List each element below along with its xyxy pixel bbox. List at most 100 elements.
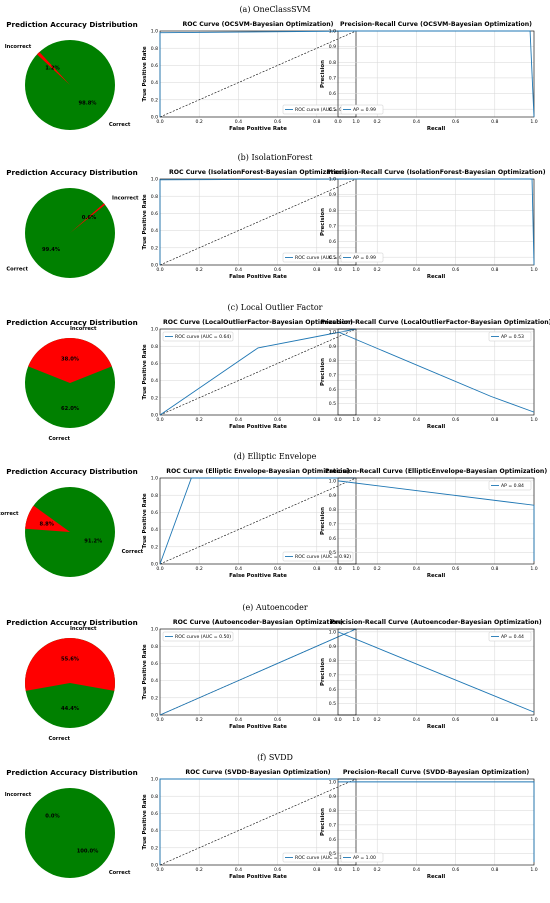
x-tick-label: 0.4 [413,717,420,723]
x-tick-label: 0.4 [413,867,420,873]
pie-correct-label: Correct [109,870,131,876]
x-tick-label: 0.6 [452,566,459,572]
x-tick-label: 0.2 [374,119,381,125]
legend-label: ROC curve (AUC = 0.99) [295,107,351,113]
pr-chart: Precision-Recall Curve (LocalOutlierFact… [320,319,550,430]
y-tick-label: 0.6 [329,387,336,393]
plot-frame [337,178,535,266]
roc-chart: ROC Curve (Elliptic Envelope-Bayesian Op… [142,468,360,579]
x-tick-label: 0.6 [452,119,459,125]
y-tick-label: 0.8 [151,493,158,499]
pie-incorrect-pct: 0.6% [82,215,97,221]
roc-curve-line [159,328,357,416]
y-tick-label: 0.8 [151,344,158,350]
y-tick-label: 0.6 [329,239,336,245]
pr-title: Precision-Recall Curve (OCSVM-Bayesian O… [340,21,532,28]
y-tick-label: 0.0 [151,713,158,719]
y-tick-label: 0.6 [151,510,158,516]
plot-frame [159,628,357,716]
y-tick-label: 0.6 [329,837,336,843]
pr-chart: Precision-Recall Curve (Autoencoder-Baye… [320,619,542,730]
pie-slice-incorrect [70,203,106,233]
y-tick-label: 0.7 [329,76,336,82]
y-tick-label: 0.7 [329,372,336,378]
x-tick-label: 0.4 [235,267,242,273]
roc-title: ROC Curve (Autoencoder-Bayesian Optimiza… [173,619,343,626]
y-tick-label: 0.5 [329,550,336,556]
x-tick-label: 0.8 [313,566,320,572]
pie-incorrect-pct: 8.8% [40,522,55,528]
roc-title: ROC Curve (SVDD-Bayesian Optimization) [185,769,330,776]
x-axis-label: False Positive Rate [229,126,287,132]
pie-incorrect-label: Incorrect [70,626,97,632]
pie-chart: Prediction Accuracy Distribution 38.0% 62.… [6,318,137,442]
legend: ROC curve (AUC = 0.92) [282,551,354,562]
x-tick-label: 0.0 [156,717,163,723]
x-tick-label: 0.8 [313,119,320,125]
plot-frame [337,328,535,416]
y-tick-label: 1.0 [151,627,158,633]
x-tick-label: 0.4 [413,566,420,572]
roc-chart: ROC Curve (IsolationForest-Bayesian Opti… [142,169,360,280]
y-tick-label: 0.9 [329,644,336,650]
x-tick-label: 0.8 [491,267,498,273]
pr-curve-line [338,178,535,266]
legend-label: AP = 0.44 [501,634,524,640]
pie-chart: Prediction Accuracy Distribution 55.6% 44.… [6,618,137,742]
y-tick-label: 1.0 [329,629,336,635]
x-tick-label: 0.6 [274,717,281,723]
pie-title: Prediction Accuracy Distribution [6,467,137,476]
x-tick-label: 0.0 [156,566,163,572]
x-tick-label: 0.6 [452,717,459,723]
y-tick-label: 0.8 [151,46,158,52]
legend-label: AP = 0.84 [501,483,524,489]
y-tick-label: 0.0 [151,263,158,269]
x-tick-label: 0.4 [413,417,420,423]
roc-curve-line [159,628,357,716]
y-tick-label: 0.2 [151,845,158,851]
legend-label: AP = 0.99 [353,255,376,261]
pr-curve-line [338,781,535,863]
y-tick-label: 0.6 [151,661,158,667]
legend: AP = 0.44 [488,631,532,642]
x-tick-label: 0.6 [274,119,281,125]
legend: ROC curve (AUC = 0.64) [162,331,234,342]
pr-chart: Precision-Recall Curve (SVDD-Bayesian Op… [320,769,538,880]
y-tick-label: 0.2 [151,97,158,103]
y-tick-label: 1.0 [151,29,158,35]
pie-incorrect-pct: 55.6% [61,656,80,662]
x-axis-label: Recall [427,724,445,730]
y-tick-label: 0.0 [151,413,158,419]
x-axis-label: False Positive Rate [229,874,287,880]
x-tick-label: 0.2 [374,267,381,273]
legend-label: AP = 0.99 [353,107,376,113]
x-tick-label: 0.2 [196,867,203,873]
pie-incorrect-label: Incorrect [5,44,32,50]
legend: AP = 1.00 [340,852,384,863]
x-tick-label: 0.8 [491,717,498,723]
x-tick-label: 1.0 [352,566,359,572]
x-tick-label: 1.0 [352,867,359,873]
panel-caption: (c) Local Outlier Factor [227,303,323,312]
x-axis-label: Recall [427,424,445,430]
y-axis-label: True Positive Rate [142,644,148,700]
legend: AP = 0.84 [488,480,532,491]
x-axis-label: Recall [427,274,445,280]
chance-diagonal [159,477,357,565]
y-tick-label: 0.5 [329,401,336,407]
x-tick-label: 0.4 [235,566,242,572]
y-tick-label: 0.9 [329,44,336,50]
legend: AP = 0.99 [340,252,384,263]
y-tick-label: 0.8 [151,644,158,650]
plot-frame [337,628,535,716]
y-tick-label: 0.0 [151,562,158,568]
y-axis-label: Precision [320,208,326,236]
roc-curve-line [159,477,356,565]
x-tick-label: 0.6 [274,267,281,273]
pr-title: Precision-Recall Curve (SVDD-Bayesian Op… [343,769,530,776]
legend: AP = 0.99 [340,104,384,115]
chance-diagonal [159,30,357,118]
legend-label: AP = 0.53 [501,334,524,340]
panel-caption: (d) Elliptic Envelope [233,452,317,461]
y-axis-label: True Positive Rate [142,493,148,549]
